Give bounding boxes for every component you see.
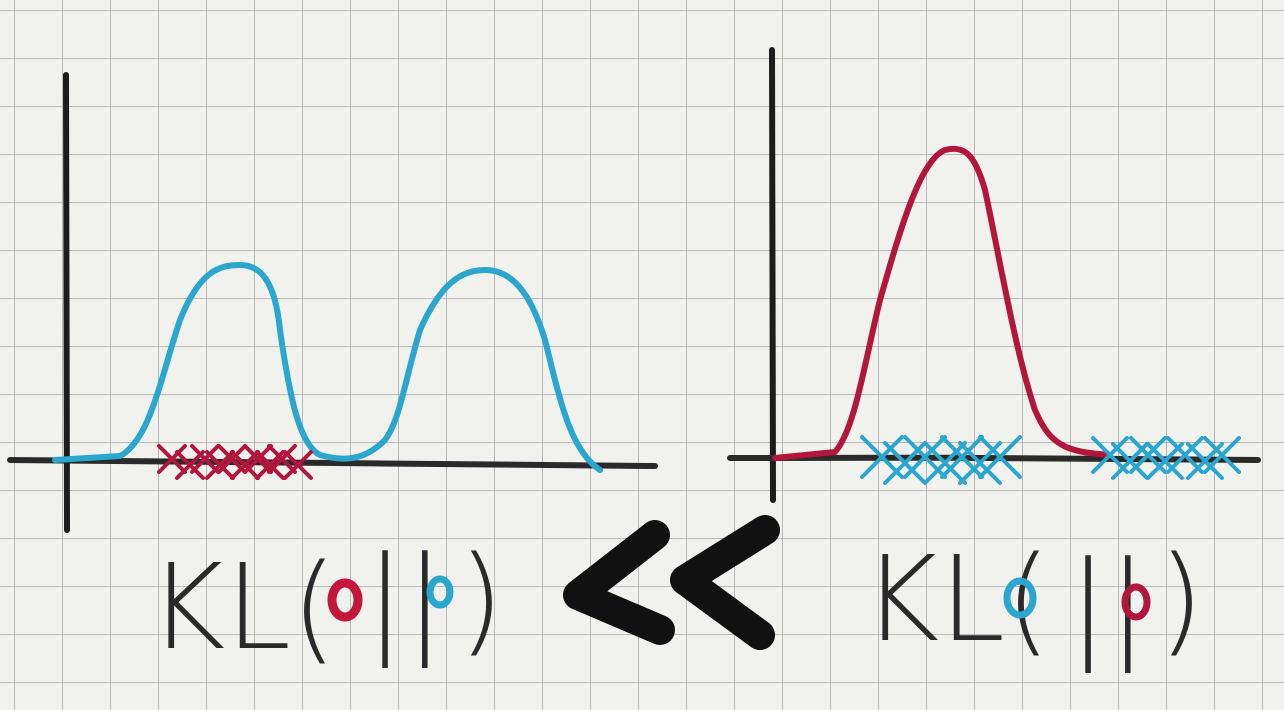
much-less-than-symbol <box>563 515 780 650</box>
sample-cross <box>1166 436 1204 474</box>
sample-cross <box>175 450 205 480</box>
red-distribution-symbol <box>327 578 363 622</box>
right-formula: KL( || ) <box>862 530 1204 673</box>
right-plot <box>727 47 1261 503</box>
blue-bimodal-curve <box>52 262 603 473</box>
y-axis <box>63 72 70 533</box>
left-formula: KL( || ) <box>148 530 504 676</box>
formula-close: ) <box>458 530 504 668</box>
left-plot <box>7 72 658 533</box>
red-samples <box>157 444 313 480</box>
sample-cross <box>923 441 967 485</box>
sample-cross <box>1146 442 1184 480</box>
formula-separator: || <box>1068 535 1148 673</box>
red-distribution-symbol <box>1121 583 1151 621</box>
sample-cross <box>283 450 313 480</box>
blue-samples <box>860 435 1241 485</box>
sample-cross <box>190 444 220 474</box>
formula-open: KL( <box>148 538 337 676</box>
red-unimodal-curve <box>772 145 1113 461</box>
blue-distribution-symbol <box>426 575 454 609</box>
sample-cross <box>1203 436 1241 474</box>
y-axis <box>769 47 776 503</box>
sample-cross <box>157 444 187 474</box>
formula-close: ) <box>1158 530 1204 668</box>
x-axis <box>7 457 658 469</box>
blue-distribution-symbol <box>1003 577 1037 619</box>
sample-cross <box>1091 436 1129 474</box>
sample-cross <box>978 435 1022 479</box>
sample-cross <box>267 444 297 474</box>
formula-open: KL( <box>862 530 1051 668</box>
